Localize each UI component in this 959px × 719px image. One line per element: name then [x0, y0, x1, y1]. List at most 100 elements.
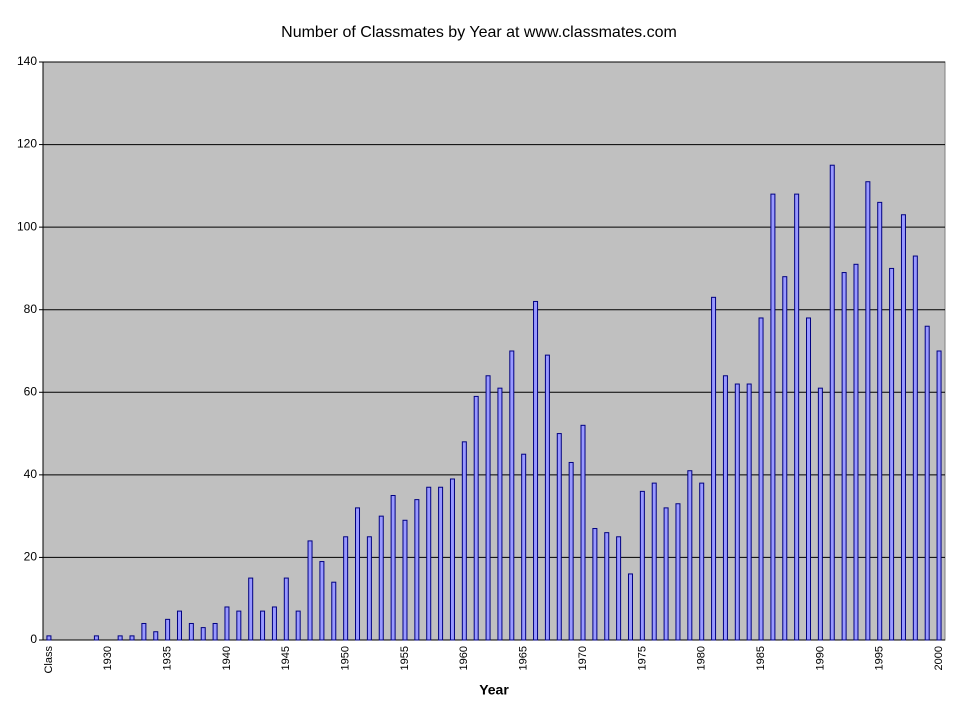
- bar: [817, 387, 823, 641]
- bar: [770, 193, 776, 641]
- bar: [556, 433, 562, 641]
- x-tick-label: 1945: [280, 646, 292, 670]
- bar: [734, 383, 740, 641]
- bar: [746, 383, 752, 641]
- bar: [271, 606, 277, 641]
- x-tick-label: Class: [43, 646, 55, 674]
- bar: [200, 627, 206, 641]
- y-tick-label: 40: [24, 467, 38, 481]
- x-tick-label: 1995: [874, 646, 886, 670]
- y-tick-label: 0: [30, 632, 37, 646]
- bar: [331, 581, 337, 641]
- x-tick-label: 1975: [636, 646, 648, 670]
- bar: [699, 482, 705, 641]
- bar: [248, 577, 254, 641]
- y-tick-label: 20: [24, 550, 38, 564]
- bar: [438, 486, 444, 641]
- bar: [212, 622, 218, 641]
- bar: [722, 375, 728, 641]
- bar: [283, 577, 289, 641]
- bar: [473, 395, 479, 641]
- bar: [758, 317, 764, 641]
- bar: [509, 350, 515, 641]
- bar: [521, 453, 527, 641]
- bar: [711, 296, 717, 641]
- x-tick-label: 1940: [221, 646, 233, 670]
- bar: [497, 387, 503, 641]
- x-tick-label: 1970: [577, 646, 589, 670]
- bar: [841, 272, 847, 641]
- bar: [141, 622, 147, 641]
- bar: [236, 610, 242, 641]
- bar: [307, 540, 313, 641]
- x-tick-label: 1990: [814, 646, 826, 670]
- bar: [865, 181, 871, 641]
- bar: [188, 622, 194, 641]
- x-tick-label: 1980: [696, 646, 708, 670]
- bar: [533, 300, 539, 641]
- bar: [782, 276, 788, 641]
- bar: [794, 193, 800, 641]
- bar: [924, 325, 930, 641]
- bar: [877, 201, 883, 641]
- y-tick-label: 60: [24, 384, 38, 398]
- bar: [390, 495, 396, 641]
- bar: [853, 263, 859, 641]
- x-tick-label: 1985: [755, 646, 767, 670]
- bar: [165, 618, 171, 641]
- bar: [117, 635, 123, 641]
- bar: [663, 507, 669, 641]
- bar: [592, 528, 598, 641]
- bar: [806, 317, 812, 641]
- bar: [426, 486, 432, 641]
- bar: [366, 536, 372, 641]
- bar: [651, 482, 657, 641]
- bar: [176, 610, 182, 641]
- bar: [829, 164, 835, 641]
- y-tick-label: 120: [17, 137, 37, 151]
- bar: [889, 267, 895, 641]
- bar: [93, 635, 99, 641]
- bar: [627, 573, 633, 641]
- bar: [687, 470, 693, 641]
- x-tick-label: 1935: [162, 646, 174, 670]
- bar: [675, 503, 681, 641]
- bar: [378, 515, 384, 641]
- x-axis-title: Year: [479, 682, 509, 698]
- bar: [153, 631, 159, 641]
- bar: [580, 424, 586, 641]
- bar: [912, 255, 918, 641]
- bar: [900, 214, 906, 641]
- y-tick-label: 80: [24, 302, 38, 316]
- chart-title: Number of Classmates by Year at www.clas…: [281, 24, 677, 41]
- x-tick-label: 2000: [933, 646, 945, 670]
- bar: [414, 499, 420, 641]
- x-tick-label: 1965: [518, 646, 530, 670]
- bar: [402, 519, 408, 641]
- x-tick-label: 1930: [102, 646, 114, 670]
- bar: [568, 461, 574, 641]
- y-tick-label: 100: [17, 219, 37, 233]
- bar: [449, 478, 455, 641]
- bar: [319, 561, 325, 641]
- bar: [616, 536, 622, 641]
- bar: [295, 610, 301, 641]
- bar: [260, 610, 266, 641]
- bar: [224, 606, 230, 641]
- bar: [343, 536, 349, 641]
- bar: [46, 635, 52, 641]
- bar: [461, 441, 467, 641]
- bar: [936, 350, 942, 641]
- bar: [639, 490, 645, 641]
- bar: [355, 507, 361, 641]
- x-tick-label: 1955: [399, 646, 411, 670]
- x-tick-label: 1950: [340, 646, 352, 670]
- y-tick-label: 140: [17, 54, 37, 68]
- bar: [544, 354, 550, 641]
- bar: [485, 375, 491, 641]
- x-tick-label: 1960: [458, 646, 470, 670]
- bar: [604, 532, 610, 641]
- bar: [129, 635, 135, 641]
